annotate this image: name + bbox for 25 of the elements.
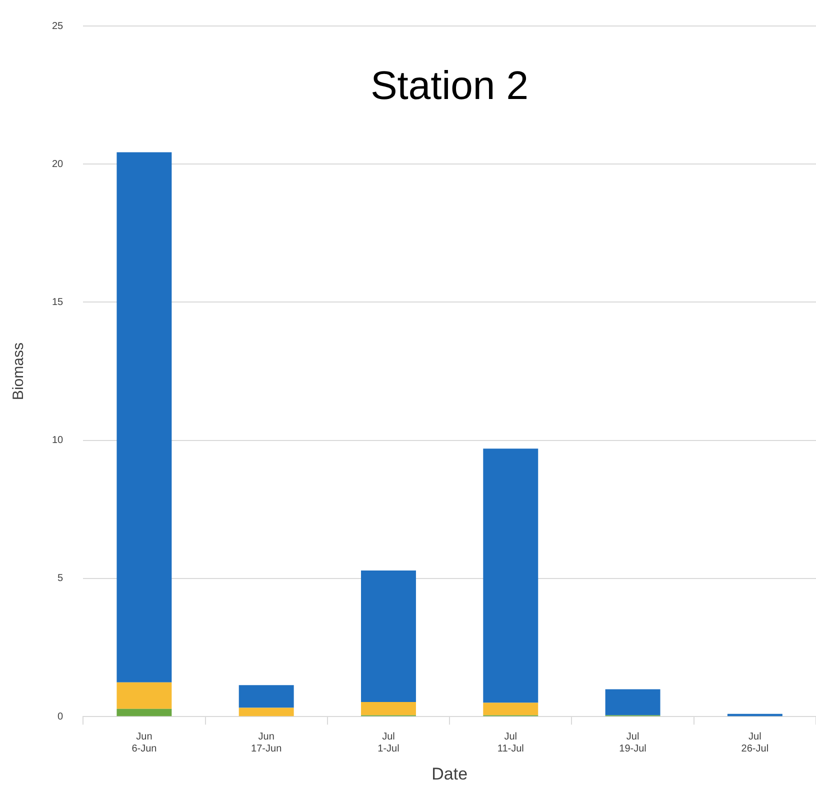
x-tick-label: Jul 1-Jul — [378, 731, 400, 754]
y-tick-label: 5 — [58, 573, 64, 584]
y-tick-label: 25 — [52, 20, 64, 32]
bar — [238, 708, 294, 716]
bar — [116, 682, 172, 709]
bar — [605, 689, 660, 716]
x-tick-label: Jun 6-Jun — [132, 731, 157, 754]
x-tick-label: Jul 19-Jul — [619, 731, 646, 754]
bar — [361, 570, 416, 702]
x-tick-label: Jul 26-Jul — [741, 731, 769, 754]
x-axis-title: Date — [432, 764, 468, 784]
text: Station 2 — [370, 64, 529, 108]
y-tick-label: 20 — [52, 158, 64, 170]
bar — [361, 702, 416, 716]
y-tick-label: 10 — [52, 435, 64, 446]
bar — [238, 685, 294, 708]
y-axis-title: Biomass — [10, 342, 28, 400]
x-tick-label: Jun 17-Jun — [251, 731, 282, 754]
bar — [116, 152, 172, 682]
bar — [116, 708, 172, 716]
y-tick-label: 15 — [52, 296, 64, 308]
y-tick-label: 0 — [58, 711, 64, 722]
bar — [483, 702, 538, 716]
bar — [483, 448, 538, 703]
x-tick-label: Jul 11-Jul — [497, 731, 524, 754]
